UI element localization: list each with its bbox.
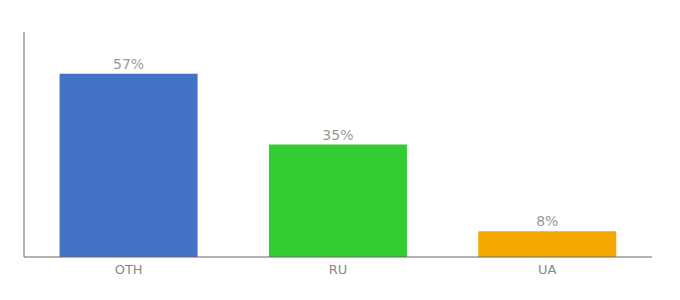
svg-text:8%: 8% xyxy=(536,213,558,229)
svg-text:RU: RU xyxy=(329,262,348,277)
svg-text:OTH: OTH xyxy=(115,262,143,277)
svg-text:57%: 57% xyxy=(113,56,144,72)
svg-text:UA: UA xyxy=(538,262,557,277)
svg-text:35%: 35% xyxy=(322,127,353,143)
